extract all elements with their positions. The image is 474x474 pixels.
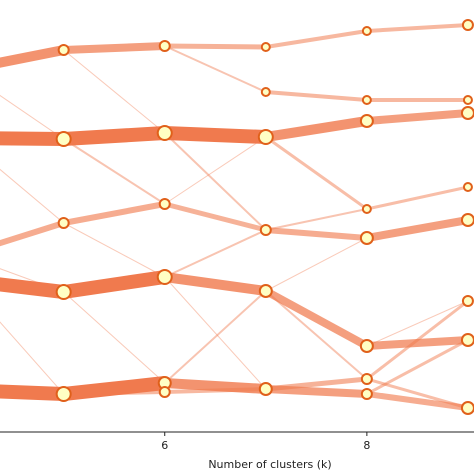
edge <box>263 287 369 350</box>
edge <box>0 220 65 247</box>
node <box>361 26 372 36</box>
edge <box>63 138 166 205</box>
edge <box>265 237 368 292</box>
node <box>57 44 70 56</box>
edge <box>366 300 469 347</box>
edge <box>164 136 267 205</box>
edge <box>265 290 368 380</box>
node <box>360 388 373 400</box>
edge <box>366 23 469 33</box>
edge <box>366 216 469 242</box>
edge <box>366 109 469 125</box>
edge <box>0 94 64 140</box>
edge <box>164 43 266 50</box>
edge <box>164 290 267 384</box>
edge <box>164 132 267 231</box>
node <box>461 295 474 307</box>
node <box>260 87 271 97</box>
edge <box>0 321 65 395</box>
edge <box>164 229 267 278</box>
edge <box>365 299 469 381</box>
node <box>158 386 171 398</box>
node <box>360 373 373 385</box>
node <box>260 42 271 52</box>
edge <box>0 277 65 299</box>
node <box>257 129 274 145</box>
edge <box>265 227 368 241</box>
edge <box>366 391 469 411</box>
edge <box>265 29 368 49</box>
node <box>158 40 171 52</box>
edge <box>63 222 165 278</box>
node <box>461 19 474 31</box>
edge <box>164 45 267 93</box>
edge <box>63 201 166 226</box>
node <box>359 114 374 128</box>
x-axis-label: Number of clusters (k) <box>208 458 331 471</box>
edge <box>0 384 64 401</box>
node <box>462 182 473 192</box>
node <box>259 224 272 236</box>
edge <box>366 336 469 350</box>
edge <box>63 390 165 396</box>
edge <box>366 338 469 396</box>
node <box>460 401 474 415</box>
node <box>55 386 72 402</box>
edge <box>0 45 65 68</box>
edge <box>63 42 165 54</box>
node <box>361 204 372 214</box>
node <box>462 95 473 105</box>
edge <box>264 135 368 211</box>
edge <box>164 272 267 296</box>
edge <box>63 49 166 134</box>
edge <box>164 387 266 394</box>
nodes <box>55 19 474 415</box>
node <box>460 333 474 347</box>
node <box>55 284 72 300</box>
x-tick-label: 8 <box>363 439 370 452</box>
node <box>55 131 72 147</box>
node <box>359 339 374 353</box>
edge <box>0 268 64 293</box>
edge <box>0 131 64 146</box>
edge <box>265 90 368 102</box>
edge <box>62 270 166 299</box>
edge <box>63 126 166 146</box>
node <box>258 382 273 396</box>
node <box>156 125 173 141</box>
node <box>460 106 474 120</box>
edge <box>265 376 368 392</box>
edge <box>366 185 469 211</box>
node <box>156 269 173 285</box>
node <box>158 198 171 210</box>
node <box>361 95 372 105</box>
node <box>460 213 474 227</box>
x-tick-label: 6 <box>161 439 168 452</box>
edge <box>164 276 267 390</box>
edge <box>164 201 267 233</box>
node <box>57 217 70 229</box>
edge <box>265 208 368 231</box>
edges <box>0 23 469 411</box>
edge <box>265 116 368 142</box>
edge <box>0 168 64 224</box>
node <box>359 231 374 245</box>
edge <box>164 126 267 144</box>
edge <box>63 291 166 384</box>
node <box>258 284 273 298</box>
